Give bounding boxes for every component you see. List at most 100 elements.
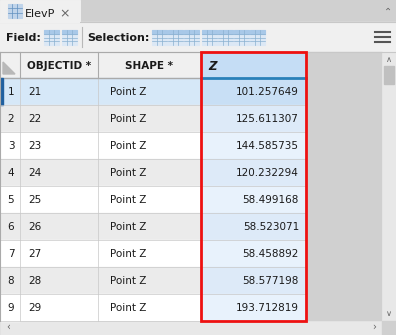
Bar — [250, 30, 265, 34]
Text: OBJECTID *: OBJECTID * — [27, 61, 91, 71]
Text: Point Z: Point Z — [110, 303, 147, 313]
Bar — [250, 30, 265, 45]
Bar — [8, 4, 22, 18]
Text: ⌃: ⌃ — [384, 7, 392, 17]
Bar — [201, 78, 306, 105]
Text: Point Z: Point Z — [110, 168, 147, 178]
Text: 22: 22 — [28, 114, 41, 124]
Text: 6: 6 — [8, 222, 14, 232]
Bar — [184, 30, 199, 34]
Text: ∨: ∨ — [386, 309, 392, 318]
Bar — [0, 159, 20, 186]
Text: 7: 7 — [8, 249, 14, 259]
Text: Field:: Field: — [6, 33, 41, 43]
Bar — [62, 30, 77, 34]
Bar — [0, 132, 306, 159]
Bar — [0, 186, 20, 213]
Bar — [306, 52, 382, 321]
Text: ElevP: ElevP — [25, 9, 55, 19]
Bar — [0, 0, 396, 22]
Bar — [44, 30, 59, 34]
Bar — [168, 30, 183, 34]
Bar — [218, 30, 233, 45]
Bar — [152, 30, 167, 34]
Text: 5: 5 — [8, 195, 14, 205]
Bar — [0, 105, 306, 132]
Bar — [0, 213, 20, 240]
Text: 26: 26 — [28, 222, 41, 232]
Text: 58.499168: 58.499168 — [243, 195, 299, 205]
Bar — [0, 105, 20, 132]
Bar — [202, 30, 217, 45]
Text: Point Z: Point Z — [110, 114, 147, 124]
Text: ∧: ∧ — [386, 56, 392, 65]
Bar — [218, 30, 233, 34]
Bar — [201, 159, 306, 186]
Text: Point Z: Point Z — [110, 222, 147, 232]
Text: Point Z: Point Z — [110, 195, 147, 205]
Bar — [0, 78, 306, 105]
Bar — [201, 267, 306, 294]
Text: 3: 3 — [8, 141, 14, 151]
Bar — [0, 0, 80, 22]
Text: 28: 28 — [28, 276, 41, 286]
Text: Point Z: Point Z — [110, 249, 147, 259]
Bar — [152, 30, 167, 45]
Bar — [0, 267, 306, 294]
Text: 125.611307: 125.611307 — [236, 114, 299, 124]
Text: Point Z: Point Z — [110, 87, 147, 97]
Text: 25: 25 — [28, 195, 41, 205]
Bar — [201, 52, 306, 78]
Text: 193.712819: 193.712819 — [236, 303, 299, 313]
Text: 24: 24 — [28, 168, 41, 178]
Bar — [234, 30, 249, 45]
Bar — [201, 105, 306, 132]
Bar — [382, 52, 396, 321]
Text: 2: 2 — [8, 114, 14, 124]
Bar — [201, 186, 306, 213]
Text: Selection:: Selection: — [87, 33, 149, 43]
Text: 1: 1 — [8, 87, 14, 97]
Bar — [0, 240, 20, 267]
Text: 21: 21 — [28, 87, 41, 97]
Polygon shape — [3, 62, 15, 74]
Bar — [184, 30, 199, 45]
Bar — [201, 52, 306, 321]
Bar — [168, 30, 183, 45]
Text: SHAPE *: SHAPE * — [125, 61, 173, 71]
Text: Point Z: Point Z — [110, 276, 147, 286]
Text: 58.577198: 58.577198 — [243, 276, 299, 286]
Text: ‹: ‹ — [6, 322, 10, 332]
Bar — [0, 294, 20, 321]
Bar — [0, 159, 306, 186]
Text: 8: 8 — [8, 276, 14, 286]
Bar — [62, 30, 77, 45]
Bar — [234, 30, 249, 34]
Text: Point Z: Point Z — [110, 141, 147, 151]
Text: 9: 9 — [8, 303, 14, 313]
Text: 27: 27 — [28, 249, 41, 259]
Bar — [0, 132, 20, 159]
Bar — [0, 294, 306, 321]
Text: 144.585735: 144.585735 — [236, 141, 299, 151]
Text: Z: Z — [208, 60, 217, 72]
Bar — [0, 22, 396, 52]
Text: 120.232294: 120.232294 — [236, 168, 299, 178]
Text: 4: 4 — [8, 168, 14, 178]
Text: ›: › — [372, 322, 376, 332]
Text: 58.523071: 58.523071 — [243, 222, 299, 232]
Bar — [384, 66, 394, 84]
Text: ×: × — [60, 7, 70, 20]
Bar — [201, 132, 306, 159]
Text: 101.257649: 101.257649 — [236, 87, 299, 97]
Text: 23: 23 — [28, 141, 41, 151]
Bar — [0, 52, 306, 78]
Bar — [0, 321, 382, 335]
Bar — [0, 78, 20, 105]
Bar — [202, 30, 217, 34]
Bar — [0, 267, 20, 294]
Bar — [201, 240, 306, 267]
Bar — [0, 213, 306, 240]
Bar — [201, 294, 306, 321]
Bar — [0, 186, 306, 213]
